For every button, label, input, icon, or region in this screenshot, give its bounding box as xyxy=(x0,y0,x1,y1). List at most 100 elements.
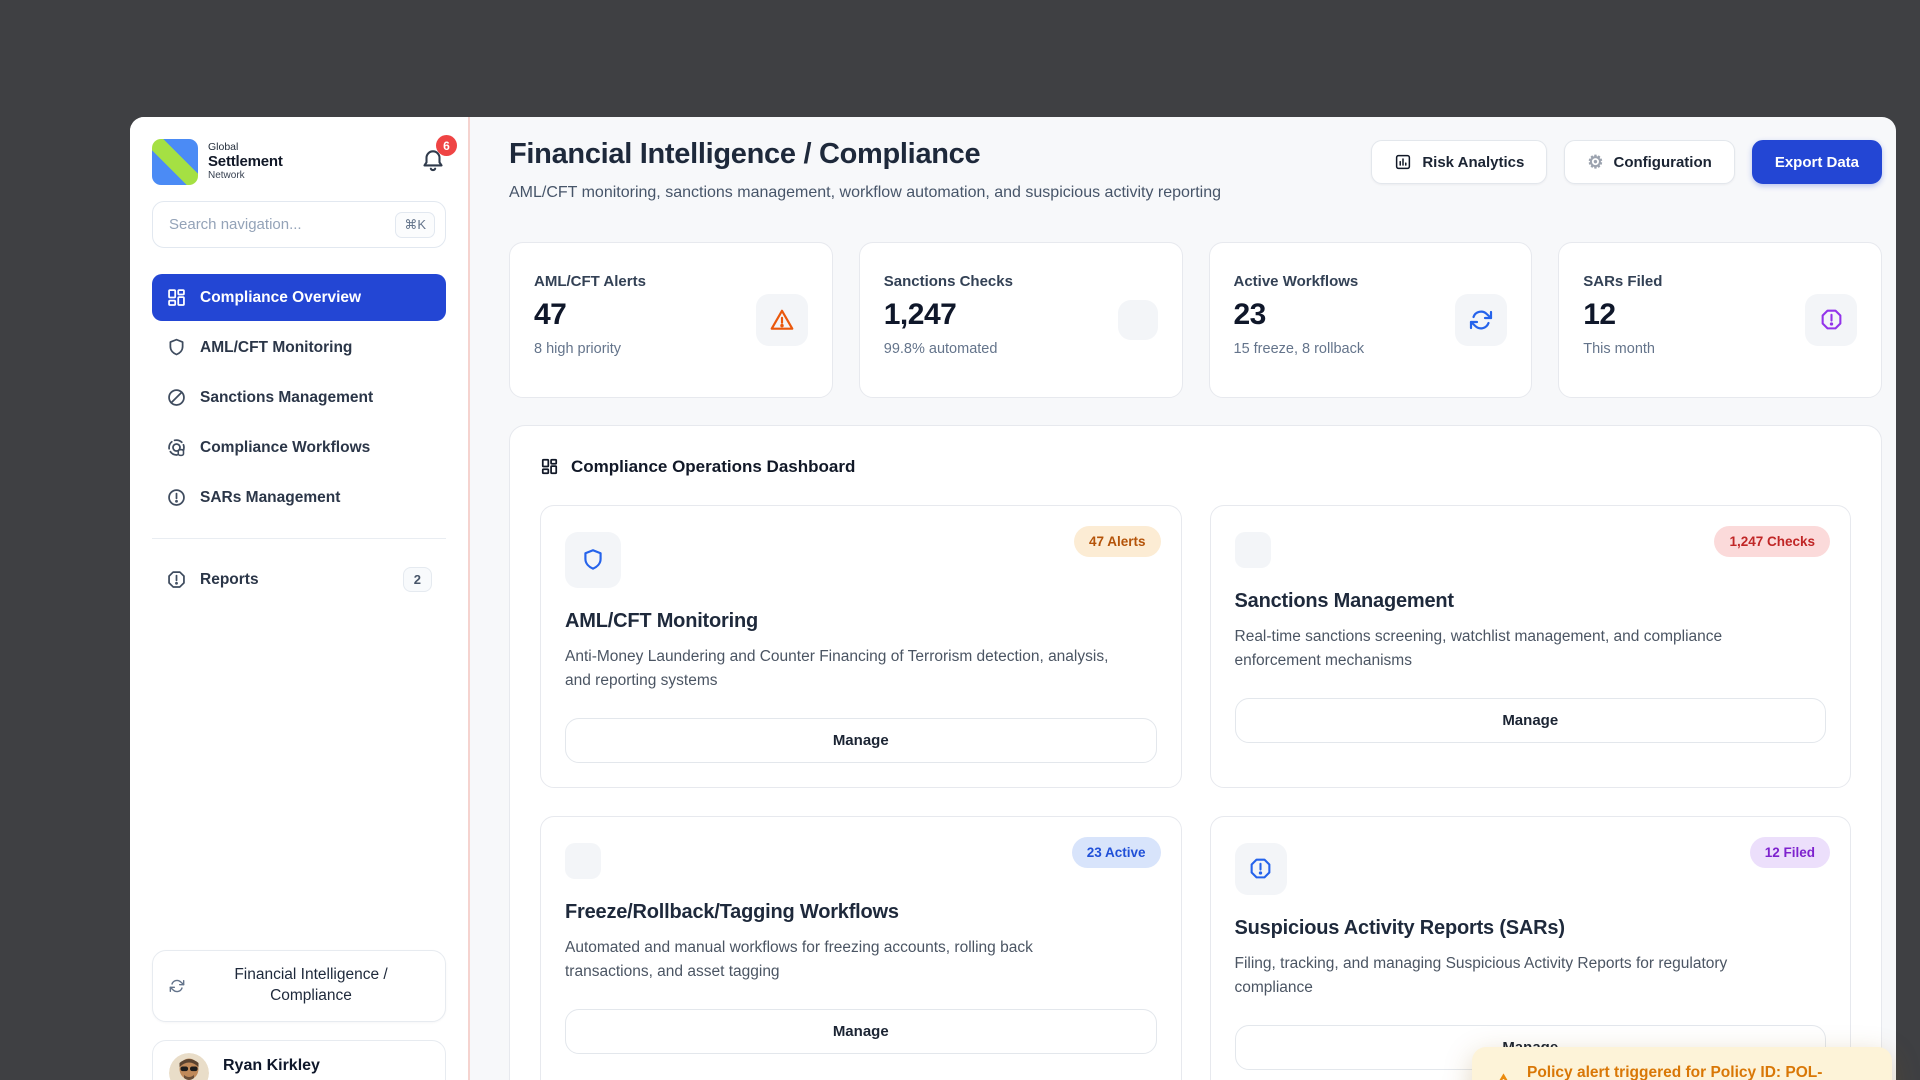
sidebar-item-sanctions-management[interactable]: Sanctions Management xyxy=(152,374,446,421)
button-label: Risk Analytics xyxy=(1422,153,1525,171)
checks-count-badge: 1,247 Checks xyxy=(1714,525,1830,557)
ban-icon xyxy=(166,387,187,408)
stat-card-aml-alerts: AML/CFT Alerts 47 8 high priority xyxy=(509,241,833,398)
sidebar-item-label: AML/CFT Monitoring xyxy=(200,338,353,356)
bar-chart-icon xyxy=(1394,153,1412,171)
alert-circle-icon xyxy=(166,487,187,508)
header-actions: Risk Analytics ⚙ Configuration Export Da… xyxy=(1371,138,1882,184)
sidebar-item-label: Compliance Overview xyxy=(200,288,362,306)
manage-button[interactable]: Manage xyxy=(1234,697,1826,743)
sidebar-item-compliance-workflows[interactable]: Compliance Workflows xyxy=(152,424,446,471)
alerts-count-badge: 47 Alerts xyxy=(1073,525,1161,557)
empty-icon-placeholder xyxy=(565,842,601,879)
dashboard-grid-icon xyxy=(540,457,559,476)
warning-triangle-icon xyxy=(755,293,808,346)
empty-icon-placeholder xyxy=(1117,299,1158,340)
brand-line1: Global xyxy=(208,141,239,153)
stat-label: Sanctions Checks xyxy=(883,272,1013,290)
stat-subtext: 8 high priority xyxy=(534,340,622,357)
main-content: Financial Intelligence / Compliance AML/… xyxy=(470,117,1896,1080)
sidebar-header: Global Settlement Network 6 xyxy=(152,135,457,185)
card-description: Filing, tracking, and managing Suspiciou… xyxy=(1234,954,1728,997)
card-title: AML/CFT Monitoring xyxy=(565,609,759,632)
stat-value: 12 xyxy=(1583,297,1616,331)
stat-subtext: 99.8% automated xyxy=(883,340,998,357)
gear-icon: ⚙ xyxy=(1587,152,1604,172)
card-title: Sanctions Management xyxy=(1234,589,1455,612)
card-aml-cft-monitoring: 47 Alerts AML/CFT Monitoring Anti-Money … xyxy=(540,504,1182,788)
user-menu[interactable]: Ryan Kirkley Senior Compliance Analyst xyxy=(152,1040,446,1080)
reports-count-badge: 2 xyxy=(402,567,432,592)
warning-triangle-icon xyxy=(1492,1071,1515,1080)
alert-octagon-icon xyxy=(166,569,187,590)
stat-subtext: This month xyxy=(1583,340,1655,357)
card-freeze-rollback-tagging-workflows: 23 Active Freeze/Rollback/Tagging Workfl… xyxy=(540,815,1182,1080)
sidebar-divider xyxy=(152,538,446,539)
sidebar-item-label: Sanctions Management xyxy=(200,388,374,406)
panel-header: Compliance Operations Dashboard xyxy=(540,457,1851,477)
page-subtitle: AML/CFT monitoring, sanctions management… xyxy=(509,184,1222,201)
manage-button[interactable]: Manage xyxy=(565,717,1157,763)
search-shortcut-badge: ⌘K xyxy=(395,211,435,238)
toast-message: Policy alert triggered for Policy ID: PO… xyxy=(1527,1064,1823,1080)
stat-card-sars-filed: SARs Filed 12 This month xyxy=(1558,241,1882,398)
context-switcher[interactable]: Financial Intelligence / Compliance xyxy=(152,950,446,1022)
brand-line3: Network xyxy=(208,170,245,181)
sync-icon xyxy=(1455,293,1508,346)
empty-icon-placeholder xyxy=(1234,531,1271,568)
stats-row: AML/CFT Alerts 47 8 high priority Sancti… xyxy=(509,241,1882,398)
brand-logo xyxy=(152,139,198,185)
search-input[interactable]: Search navigation... ⌘K xyxy=(152,201,446,248)
sync-icon xyxy=(169,978,185,994)
alert-octagon-icon xyxy=(1805,293,1857,346)
compliance-operations-panel: Compliance Operations Dashboard 47 Alert… xyxy=(509,424,1882,1080)
stat-label: Active Workflows xyxy=(1233,272,1359,290)
brand-name: Global Settlement Network xyxy=(208,139,283,181)
sidebar-item-label: Reports xyxy=(200,570,259,588)
stat-label: SARs Filed xyxy=(1583,272,1663,290)
stat-value: 47 xyxy=(534,297,567,331)
stat-value: 1,247 xyxy=(883,297,957,331)
policy-alert-toast[interactable]: Policy alert triggered for Policy ID: PO… xyxy=(1472,1047,1892,1080)
search-placeholder: Search navigation... xyxy=(169,216,302,233)
card-title: Freeze/Rollback/Tagging Workflows xyxy=(565,900,899,923)
sidebar-item-label: Compliance Workflows xyxy=(200,438,371,456)
stat-label: AML/CFT Alerts xyxy=(534,272,646,290)
sidebar-item-reports[interactable]: Reports 2 xyxy=(152,556,446,603)
sidebar: Global Settlement Network 6 Search navig… xyxy=(130,117,470,1080)
brand-line2: Settlement xyxy=(208,153,283,170)
dashboard-grid-icon xyxy=(166,287,187,308)
sidebar-nav: Compliance Overview AML/CFT Monitoring S… xyxy=(152,274,446,603)
operations-cards-grid: 47 Alerts AML/CFT Monitoring Anti-Money … xyxy=(540,504,1851,1080)
sidebar-item-compliance-overview[interactable]: Compliance Overview xyxy=(152,274,446,321)
notification-count-badge: 6 xyxy=(436,135,457,156)
card-title: Suspicious Activity Reports (SARs) xyxy=(1234,916,1566,939)
context-switcher-label: Financial Intelligence / Compliance xyxy=(234,966,388,1005)
notifications-button[interactable]: 6 xyxy=(420,135,457,173)
configuration-button[interactable]: ⚙ Configuration xyxy=(1564,140,1735,184)
avatar xyxy=(169,1053,209,1080)
export-data-button[interactable]: Export Data xyxy=(1751,140,1882,184)
panel-title: Compliance Operations Dashboard xyxy=(571,456,856,476)
card-description: Real-time sanctions screening, watchlist… xyxy=(1234,627,1723,670)
active-count-badge: 23 Active xyxy=(1071,836,1161,868)
sidebar-item-sars-management[interactable]: SARs Management xyxy=(152,474,446,521)
filed-count-badge: 12 Filed xyxy=(1749,836,1830,868)
alert-octagon-icon xyxy=(1234,842,1287,895)
card-suspicious-activity-reports: 12 Filed Suspicious Activity Reports (SA… xyxy=(1209,815,1851,1080)
card-description: Automated and manual workflows for freez… xyxy=(565,938,1033,981)
risk-analytics-button[interactable]: Risk Analytics xyxy=(1371,140,1548,184)
page-header: Financial Intelligence / Compliance AML/… xyxy=(509,138,1882,206)
shield-icon xyxy=(166,337,187,358)
sidebar-item-aml-cft-monitoring[interactable]: AML/CFT Monitoring xyxy=(152,324,446,371)
button-label: Export Data xyxy=(1774,153,1859,171)
sidebar-item-label: SARs Management xyxy=(200,488,341,506)
page-title: Financial Intelligence / Compliance xyxy=(509,138,981,170)
stat-card-sanctions-checks: Sanctions Checks 1,247 99.8% automated xyxy=(858,241,1183,398)
manage-button[interactable]: Manage xyxy=(565,1008,1157,1054)
card-sanctions-management: 1,247 Checks Sanctions Management Real-t… xyxy=(1209,504,1851,788)
app-window: Global Settlement Network 6 Search navig… xyxy=(130,117,1896,1080)
workflow-radar-icon xyxy=(166,437,187,458)
stat-value: 23 xyxy=(1233,297,1267,331)
button-label: Configuration xyxy=(1613,153,1712,171)
